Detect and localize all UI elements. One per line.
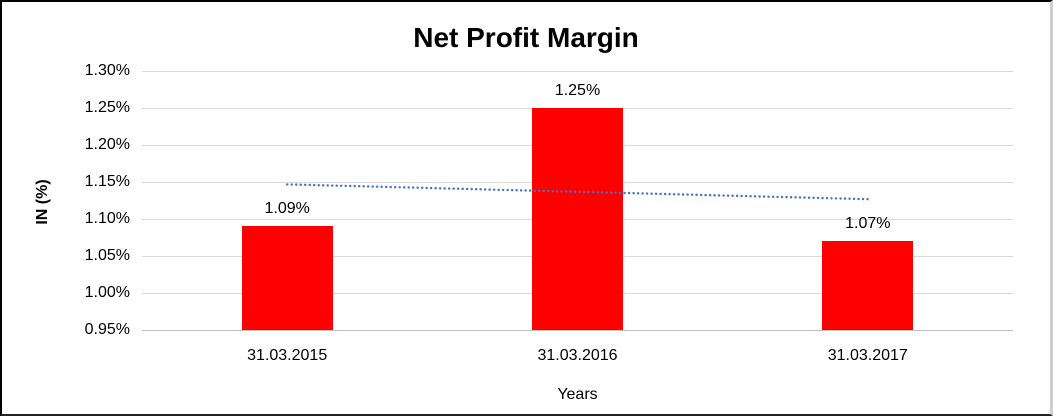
y-tick-label: 0.95% [84, 321, 130, 338]
bar-data-label: 1.07% [845, 215, 891, 233]
y-tick-label: 1.30% [84, 62, 130, 79]
gridline [142, 71, 1013, 72]
gridline [142, 330, 1013, 331]
y-tick-label: 1.10% [84, 210, 130, 227]
x-tick-label: 31.03.2015 [247, 347, 328, 364]
chart-bar [822, 241, 914, 330]
chart-bar [532, 108, 623, 330]
bar-data-label: 1.25% [554, 82, 601, 99]
y-tick-label: 1.25% [84, 99, 130, 116]
y-tick-label: 1.15% [84, 173, 130, 190]
x-tick-label: 31.03.2016 [537, 347, 618, 364]
y-tick-label: 1.05% [84, 247, 130, 264]
chart-bar [241, 226, 333, 330]
y-tick-label: 1.20% [84, 136, 130, 153]
chart-title: Net Profit Margin [413, 22, 639, 53]
y-tick-label: 1.00% [84, 284, 130, 301]
plot-area: 1.09% 1.25% 1.07% [142, 71, 1013, 331]
x-tick-label: 31.03.2017 [827, 347, 908, 364]
bar-data-label: 1.09% [264, 200, 310, 218]
x-axis-title: Years [557, 386, 598, 403]
trendline [285, 183, 870, 201]
